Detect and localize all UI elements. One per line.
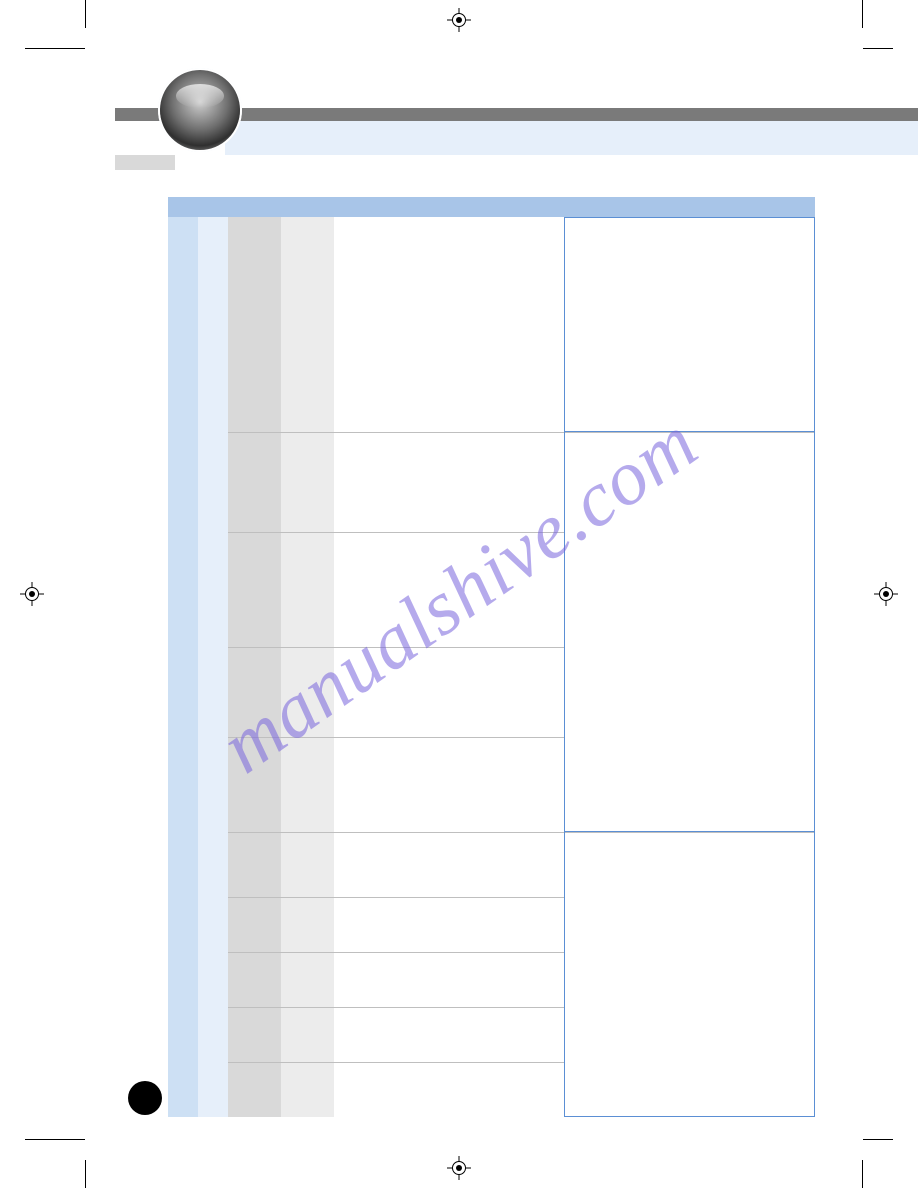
table-accent-box: [564, 217, 815, 432]
table-stub-col-4: [281, 217, 334, 1117]
header-dark-bar: [179, 108, 918, 121]
product-photo-icon: [160, 70, 240, 150]
table-body-col-1: [334, 217, 564, 1117]
header-blue-bar: [225, 121, 918, 155]
table-row-divider: [228, 647, 564, 648]
registration-mark-icon: [874, 582, 898, 606]
table-body: [168, 217, 815, 1117]
table-header-cell: [564, 197, 815, 217]
data-table: [168, 197, 815, 217]
crop-mark: [25, 48, 85, 49]
registration-mark-icon: [20, 582, 44, 606]
registration-mark-icon: [447, 8, 471, 32]
page-number-badge: [128, 1081, 162, 1115]
table-accent-box: [564, 832, 815, 1117]
table-stub-col-2: [198, 217, 228, 1117]
table-header-cell: [198, 197, 228, 217]
crop-mark: [85, 0, 86, 28]
crop-mark: [863, 48, 893, 49]
table-row-divider: [228, 1007, 564, 1008]
table-row-divider: [228, 897, 564, 898]
table-accent-box: [564, 432, 815, 832]
table-header-cell: [281, 197, 334, 217]
table-row-divider: [228, 1062, 564, 1063]
table-stub-col-1: [168, 217, 198, 1117]
table-row-divider: [228, 532, 564, 533]
table-stub-col-3: [228, 217, 281, 1117]
header-grey-tab: [115, 155, 175, 170]
crop-mark: [85, 1160, 86, 1188]
table-row-divider: [228, 952, 564, 953]
table-header-cell: [168, 197, 198, 217]
crop-mark: [25, 1139, 85, 1140]
crop-mark: [862, 1160, 863, 1188]
table-header-cell: [228, 197, 281, 217]
crop-mark: [862, 0, 863, 28]
table-header-cell: [334, 197, 564, 217]
registration-mark-icon: [447, 1156, 471, 1180]
table-row-divider: [228, 737, 564, 738]
table-header-row: [168, 197, 815, 217]
crop-mark: [863, 1139, 893, 1140]
